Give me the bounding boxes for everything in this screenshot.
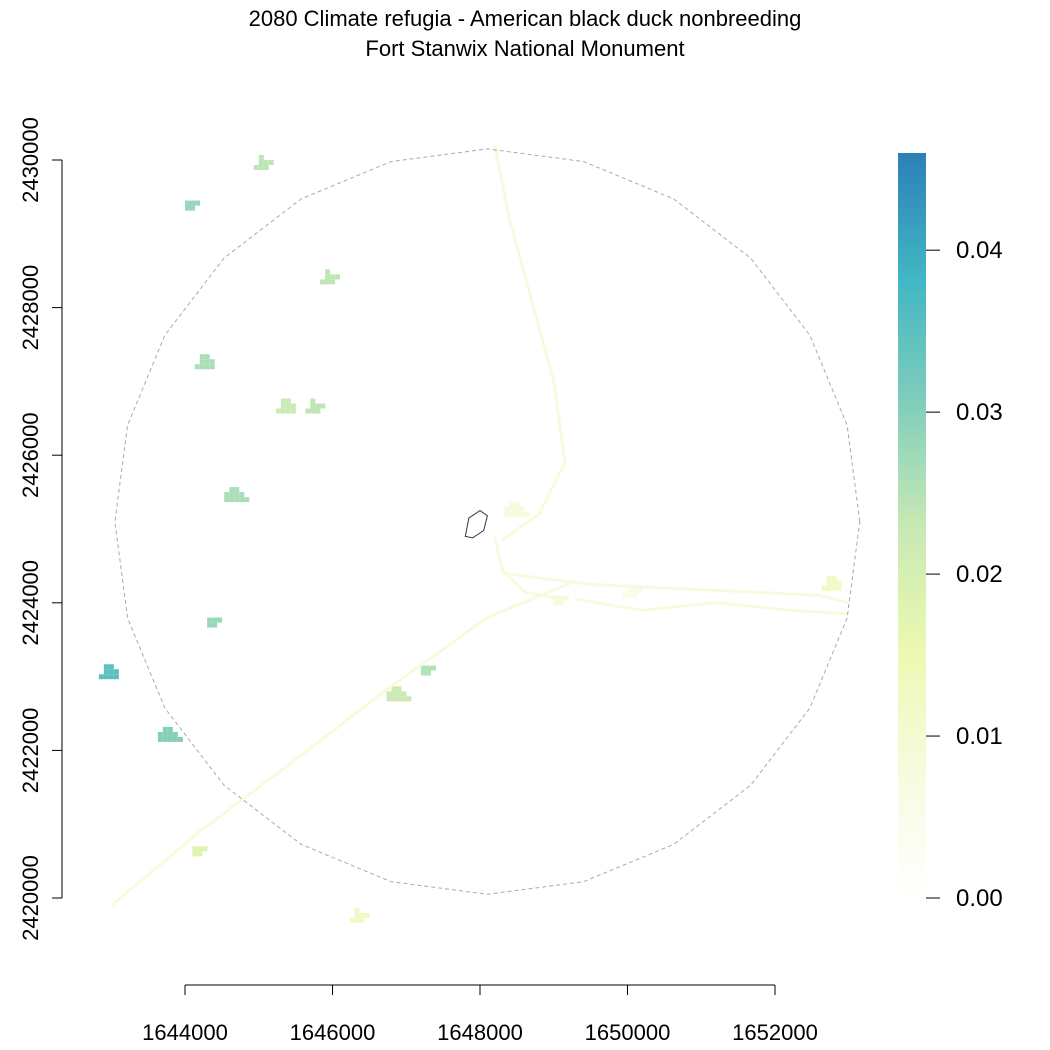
- legend-tick-label: 0.02: [956, 561, 1003, 588]
- refugia-patch: [253, 155, 274, 170]
- map-subtitle: Fort Stanwix National Monument: [365, 36, 685, 61]
- refugia-patch: [185, 200, 200, 211]
- refugia-patch: [157, 726, 183, 742]
- x-tick-label: 1646000: [290, 1020, 376, 1045]
- linear-feature: [501, 571, 850, 605]
- refugia-patch: [224, 487, 250, 503]
- x-tick-label: 1652000: [732, 1020, 818, 1045]
- linear-feature: [575, 597, 849, 616]
- refugia-patch: [349, 907, 370, 923]
- refugia-patch: [386, 686, 412, 702]
- legend-tick-label: 0.01: [956, 723, 1003, 750]
- linear-feature: [110, 579, 577, 907]
- x-axis: 1644000 1646000 1648000 1650000 1652000: [142, 984, 818, 1045]
- y-tick-label: 2428000: [18, 265, 43, 351]
- refugia-raster: [98, 155, 842, 923]
- refugia-patch: [421, 665, 436, 676]
- refugia-patch: [98, 664, 119, 680]
- buffer-boundary: [114, 148, 861, 895]
- color-legend: 0.00 0.01 0.02 0.03 0.04: [898, 153, 1003, 912]
- y-tick-label: 2422000: [18, 708, 43, 794]
- park-boundary: [464, 509, 488, 539]
- linear-feature: [493, 144, 567, 542]
- legend-tick-label: 0.03: [956, 399, 1003, 426]
- x-tick-label: 1644000: [142, 1020, 228, 1045]
- refugia-patch: [192, 846, 208, 857]
- refugia-patch: [320, 269, 341, 285]
- y-tick-label: 2424000: [18, 560, 43, 646]
- refugia-patch: [194, 354, 215, 370]
- refugia-patch: [207, 617, 223, 628]
- refugia-patch: [821, 575, 842, 591]
- refugia-patch: [275, 398, 296, 414]
- map-title: 2080 Climate refugia - American black du…: [248, 6, 802, 31]
- y-tick-label: 2430000: [18, 117, 43, 203]
- y-tick-label: 2426000: [18, 412, 43, 498]
- refugia-patch: [504, 501, 530, 517]
- x-tick-label: 1650000: [585, 1020, 671, 1045]
- refugia-linear-features: [110, 144, 850, 907]
- legend-tick-label: 0.00: [956, 885, 1003, 912]
- y-axis: 2420000 2422000 2424000 2426000 2428000 24300…: [18, 117, 63, 941]
- linear-feature: [493, 536, 562, 601]
- x-tick-label: 1648000: [437, 1020, 523, 1045]
- legend-color-bar: [898, 153, 926, 898]
- refugia-patch: [305, 398, 326, 414]
- legend-tick-label: 0.04: [956, 237, 1003, 264]
- y-tick-label: 2420000: [18, 855, 43, 941]
